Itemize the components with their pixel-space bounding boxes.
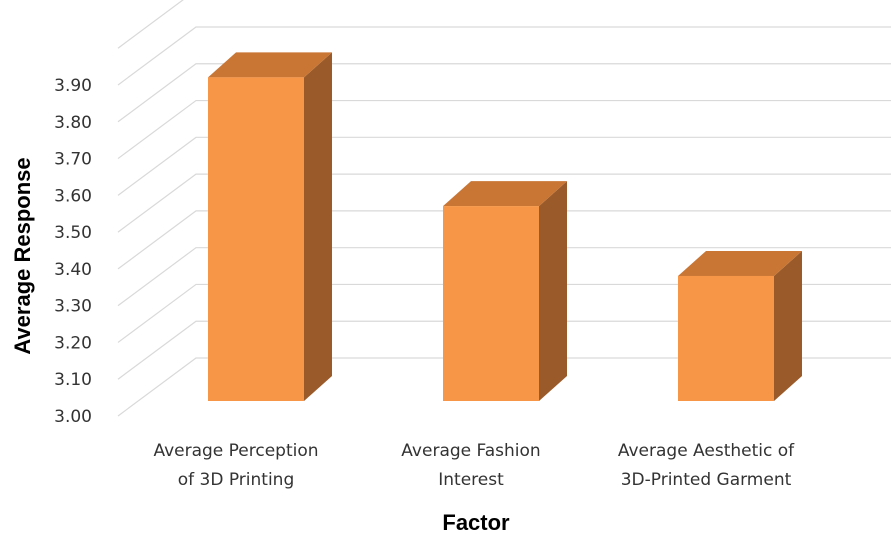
y-tick-label: 3.00 <box>54 407 92 427</box>
y-tick-label: 3.60 <box>54 186 92 206</box>
bar-front <box>443 206 539 401</box>
gridline <box>117 63 891 123</box>
bar-top <box>678 250 802 276</box>
gridline <box>117 247 891 307</box>
bar-top <box>443 181 567 207</box>
gridline <box>117 173 891 233</box>
gridline <box>117 283 891 343</box>
gridline <box>117 136 891 196</box>
bar-front <box>678 275 774 401</box>
gridline <box>117 26 891 86</box>
gridline <box>117 0 184 49</box>
y-tick-label: 3.50 <box>54 223 92 243</box>
gridline <box>117 210 891 270</box>
y-tick-label: 3.20 <box>54 333 92 353</box>
bar <box>443 181 567 401</box>
bar-side <box>774 250 802 401</box>
y-tick-label: 3.90 <box>54 76 92 96</box>
y-tick-label: 3.10 <box>54 370 92 390</box>
bar-front <box>208 77 304 401</box>
y-tick-label: 3.40 <box>54 260 92 280</box>
y-tick-label: 3.70 <box>54 150 92 170</box>
y-axis-title: Average Response <box>10 157 35 354</box>
bar-side <box>304 52 332 401</box>
x-category-label: Average Aesthetic of 3D-Printed Garment <box>618 441 795 490</box>
x-category-label: Average Perception of 3D Printing <box>153 441 318 490</box>
bar <box>678 250 802 401</box>
gridline <box>117 320 891 380</box>
y-axis-ticks: 3.00 3.10 3.20 3.30 3.40 3.50 3.60 3.70 3.80 3.90 <box>54 76 92 427</box>
bar <box>208 52 332 401</box>
gridline <box>117 99 891 160</box>
y-tick-label: 3.30 <box>54 297 92 317</box>
gridlines <box>117 0 891 417</box>
x-axis-categories: Average Perception of 3D Printing Average … <box>153 441 795 490</box>
x-axis-title: Factor <box>442 510 510 534</box>
bar-side <box>539 181 567 401</box>
gridline <box>117 357 891 417</box>
bars <box>208 52 802 401</box>
x-category-label: Average Fashion Interest <box>401 441 540 490</box>
y-tick-label: 3.80 <box>54 113 92 133</box>
bar-top <box>208 52 332 78</box>
